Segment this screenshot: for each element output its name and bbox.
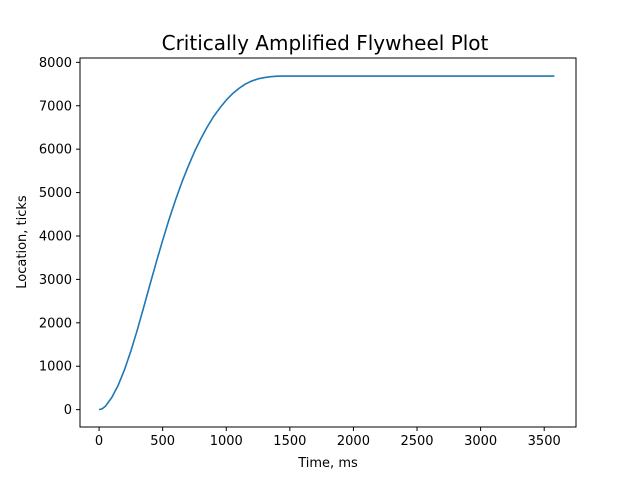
- y-tick-label: 2000: [39, 316, 72, 331]
- y-tick-label: 6000: [39, 143, 72, 158]
- y-tick-label: 1000: [39, 360, 72, 375]
- y-axis: 0 1000 2000 3000 4000 5000 6000 7000 8000: [39, 56, 80, 418]
- x-tick-label: 3000: [464, 434, 497, 449]
- x-tick-label: 3500: [528, 434, 561, 449]
- series-layer: [98, 75, 555, 411]
- x-axis-label: Time, ms: [297, 456, 358, 471]
- chart-title: Critically Amplified Flywheel Plot: [162, 31, 489, 55]
- x-axis: 0 500 1000 1500 2000 2500 3000 3500: [95, 427, 561, 449]
- y-tick-label: 4000: [39, 229, 72, 244]
- x-tick-label: 2500: [400, 434, 433, 449]
- x-tick-label: 0: [95, 434, 103, 449]
- y-tick-label: 7000: [39, 99, 72, 114]
- y-tick-label: 0: [64, 403, 72, 418]
- y-tick-label: 8000: [39, 56, 72, 71]
- y-tick-label: 5000: [39, 186, 72, 201]
- y-tick-label: 3000: [39, 273, 72, 288]
- plot-area: [79, 57, 577, 428]
- x-tick-label: 500: [150, 434, 175, 449]
- x-tick-label: 1000: [210, 434, 243, 449]
- x-tick-label: 2000: [337, 434, 370, 449]
- series-line-0: [98, 75, 555, 411]
- y-axis-label: Location, ticks: [15, 195, 30, 289]
- x-tick-label: 1500: [273, 434, 306, 449]
